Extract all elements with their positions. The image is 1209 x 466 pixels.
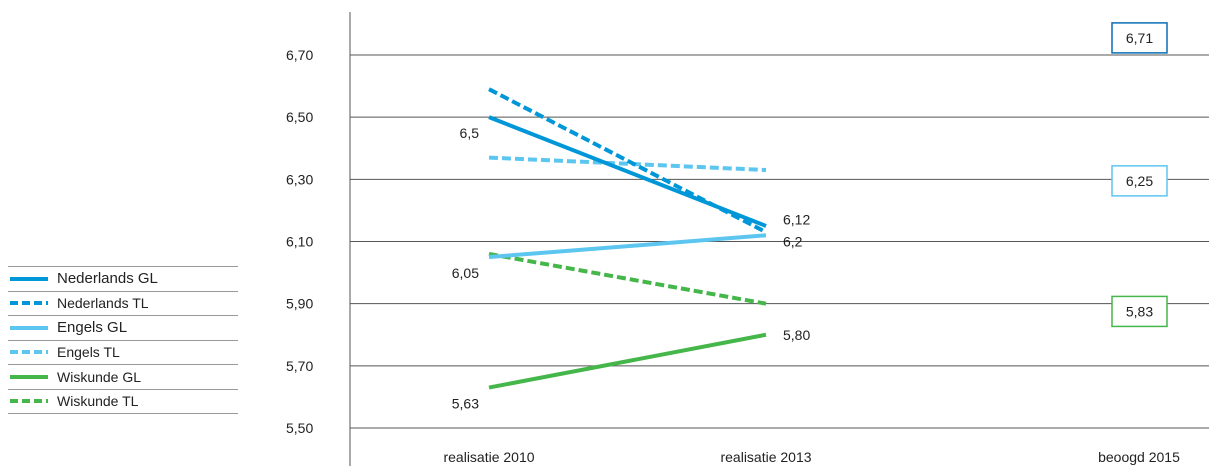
legend-label: Wiskunde TL xyxy=(57,393,139,410)
chart-legend: Nederlands GL Nederlands TL Engels GL En… xyxy=(8,266,238,414)
legend-swatch xyxy=(10,399,48,404)
series-line-wiskunde-gl xyxy=(488,332,767,390)
legend-item: Nederlands GL xyxy=(8,266,238,292)
data-label: 6,5 xyxy=(460,125,480,141)
series-line-wiskunde-tl xyxy=(488,251,767,306)
target-box xyxy=(1111,22,1168,54)
series-line-nederlands-gl xyxy=(488,115,767,228)
legend-label: Nederlands GL xyxy=(57,270,158,288)
legend-swatch xyxy=(10,276,48,281)
legend-label: Engels TL xyxy=(57,344,120,361)
y-tick-label: 6,70 xyxy=(286,47,313,63)
legend-swatch xyxy=(10,374,48,379)
legend-label: Nederlands TL xyxy=(57,295,149,312)
series-line-engels-tl xyxy=(488,155,767,173)
x-tick-label: realisatie 2013 xyxy=(720,449,811,465)
target-value-label: 6,71 xyxy=(1126,30,1153,46)
x-tick-label: beoogd 2015 xyxy=(1098,449,1180,465)
data-label: 5,63 xyxy=(452,396,479,412)
target-value-label: 6,25 xyxy=(1126,173,1153,189)
y-tick-label: 6,30 xyxy=(286,171,313,187)
legend-item: Wiskunde TL xyxy=(8,390,238,414)
data-label: 6,2 xyxy=(783,234,803,250)
y-tick-label: 6,50 xyxy=(286,109,313,125)
data-label: 6,05 xyxy=(452,265,479,281)
x-tick-label: realisatie 2010 xyxy=(443,449,534,465)
legend-label: Engels GL xyxy=(57,319,128,337)
legend-swatch xyxy=(10,350,48,355)
y-tick-label: 5,90 xyxy=(286,296,313,312)
y-tick-label: 5,50 xyxy=(286,420,313,436)
series-line-engels-gl xyxy=(488,233,767,260)
target-box xyxy=(1111,295,1168,328)
y-tick-label: 6,10 xyxy=(286,234,313,250)
legend-item: Engels TL xyxy=(8,341,238,365)
legend-swatch xyxy=(10,325,48,330)
data-label: 5,80 xyxy=(783,327,810,343)
target-value-label: 5,83 xyxy=(1126,303,1153,319)
target-box xyxy=(1111,165,1168,197)
y-tick-label: 5,70 xyxy=(286,358,313,374)
legend-swatch xyxy=(10,301,48,306)
data-label: 6,12 xyxy=(783,212,810,228)
legend-item: Engels GL xyxy=(8,316,238,341)
legend-item: Nederlands TL xyxy=(8,292,238,316)
legend-item: Wiskunde GL xyxy=(8,365,238,390)
legend-label: Wiskunde GL xyxy=(57,368,142,385)
